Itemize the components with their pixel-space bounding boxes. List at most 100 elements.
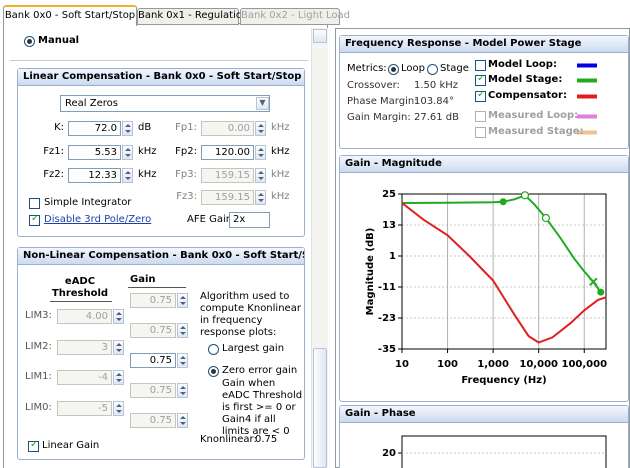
number-field[interactable]: 159.15 <box>201 168 254 183</box>
number-field[interactable]: 0.75 <box>130 353 176 368</box>
nonlinear-group: Non-Linear Compensation - Bank 0x0 - Sof… <box>17 247 305 460</box>
unit-label: kHz <box>271 191 290 202</box>
metrics-label: Metrics: <box>347 63 387 74</box>
number-field[interactable]: 120.00 <box>201 145 254 160</box>
spinner[interactable] <box>113 309 124 324</box>
tab[interactable]: Bank 0x1 - Regulation <box>137 8 248 25</box>
number-field[interactable]: 0.75 <box>130 293 176 308</box>
spinner[interactable] <box>113 370 124 385</box>
unit-label: kHz <box>271 122 290 133</box>
group-title: Frequency Response - Model Power Stage <box>340 36 628 53</box>
legend-label: Measured Stage: <box>488 126 584 137</box>
group-title: Linear Compensation - Bank 0x0 - Soft St… <box>18 69 304 86</box>
legend-label: Model Stage: <box>488 74 563 85</box>
field-label: Fp3: <box>175 169 197 180</box>
checkbox[interactable] <box>29 198 40 209</box>
scrollbar[interactable] <box>311 28 328 468</box>
group-title: Gain - Magnitude <box>340 156 628 173</box>
radio-label: Loop <box>401 63 425 74</box>
number-field[interactable]: -5 <box>57 400 112 416</box>
spinner[interactable] <box>177 413 188 428</box>
spinner[interactable] <box>255 145 266 160</box>
spinner[interactable] <box>177 293 188 308</box>
limit-label: LIM2: <box>25 340 52 352</box>
unit-label: kHz <box>271 169 290 180</box>
dropdown[interactable]: 2x <box>229 212 270 228</box>
spinner[interactable] <box>122 168 133 183</box>
checkbox[interactable] <box>29 213 40 226</box>
tab[interactable]: Bank 0x2 - Light Load <box>240 8 350 25</box>
number-field[interactable]: 0.75 <box>130 383 176 398</box>
number-field[interactable]: -4 <box>57 370 112 385</box>
radio-button[interactable] <box>24 36 35 47</box>
legend-label: Model Loop: <box>488 59 557 70</box>
number-field[interactable]: 72.0 <box>68 121 121 136</box>
radio-button[interactable] <box>208 366 219 377</box>
legend-checkbox[interactable] <box>475 73 486 86</box>
stat-value: 103.84° <box>414 96 454 107</box>
spinner[interactable] <box>177 323 188 338</box>
stat-label: Crossover: <box>347 80 400 91</box>
spinner[interactable] <box>255 190 266 205</box>
column-header: Gain <box>130 274 156 285</box>
scroll-thumb[interactable] <box>313 348 327 468</box>
spinner[interactable] <box>122 121 133 136</box>
column-header: eADC Threshold <box>51 276 109 299</box>
spinner[interactable] <box>177 353 188 368</box>
header-underline <box>50 301 112 302</box>
field-label: Fz3: <box>176 191 197 202</box>
spinner[interactable] <box>255 168 266 183</box>
result-label: Knonlinear: <box>200 434 257 445</box>
number-field[interactable]: 0.75 <box>130 413 176 428</box>
unit-label: kHz <box>271 146 290 157</box>
legend-checkbox[interactable] <box>475 89 486 102</box>
limit-label: LIM3: <box>25 310 52 321</box>
radio-label: Largest gain <box>222 343 285 354</box>
description: Algorithm used to compute Knonlinear in … <box>200 291 301 338</box>
spinner[interactable] <box>255 121 266 136</box>
checkbox[interactable] <box>28 439 39 452</box>
group-title: Gain - Phase <box>340 406 628 423</box>
checkbox-label: Linear Gain <box>42 440 100 451</box>
number-field[interactable]: 5.53 <box>68 145 121 160</box>
limit-label: LIM0: <box>25 401 52 413</box>
legend-checkbox[interactable] <box>475 60 486 71</box>
legend-checkbox[interactable] <box>475 111 486 122</box>
result-value: 0.75 <box>255 434 278 445</box>
number-field[interactable]: 12.33 <box>68 168 121 183</box>
field-label: Fp1: <box>175 122 197 133</box>
legend-label: Compensator: <box>488 90 567 101</box>
number-field[interactable]: 3 <box>57 339 112 355</box>
number-field[interactable]: 4.00 <box>57 309 112 324</box>
spinner[interactable] <box>113 339 124 355</box>
tab[interactable]: Bank 0x0 - Soft Start/Stop <box>3 5 137 26</box>
spinner[interactable] <box>113 400 124 416</box>
limit-label: LIM1: <box>25 371 52 382</box>
phase-group: Gain - Phase <box>339 405 629 468</box>
dropdown[interactable]: Real Zeros <box>60 95 270 112</box>
unit-label: dB <box>138 122 152 133</box>
legend-checkbox[interactable] <box>475 127 486 138</box>
mode-label: Manual <box>38 35 80 46</box>
spinner[interactable] <box>122 145 133 160</box>
radio-button[interactable] <box>427 64 438 75</box>
number-field[interactable]: 0.00 <box>201 121 254 136</box>
spinner[interactable] <box>177 383 188 398</box>
field-label: K: <box>54 122 64 133</box>
description: Gain when eADC Threshold is first >= 0 o… <box>222 378 303 437</box>
stat-value: 1.50 kHz <box>414 80 459 91</box>
field-label: Fz1: <box>43 146 64 157</box>
number-field[interactable]: 0.75 <box>130 323 176 338</box>
field-label: Fp2: <box>175 146 197 157</box>
unit-label: kHz <box>138 169 157 180</box>
dropdown-arrow[interactable]: ▼ <box>256 97 269 110</box>
stat-label: Phase Margin: <box>347 96 418 107</box>
field-label: AFE Gain: <box>187 214 236 225</box>
link-label: Disable 3rd Pole/Zero <box>44 214 152 225</box>
number-field[interactable]: 159.15 <box>201 190 254 205</box>
scroll-up[interactable] <box>313 29 327 43</box>
radio-label: Stage <box>440 63 469 74</box>
radio-button[interactable] <box>388 64 399 75</box>
radio-button[interactable] <box>208 344 219 355</box>
